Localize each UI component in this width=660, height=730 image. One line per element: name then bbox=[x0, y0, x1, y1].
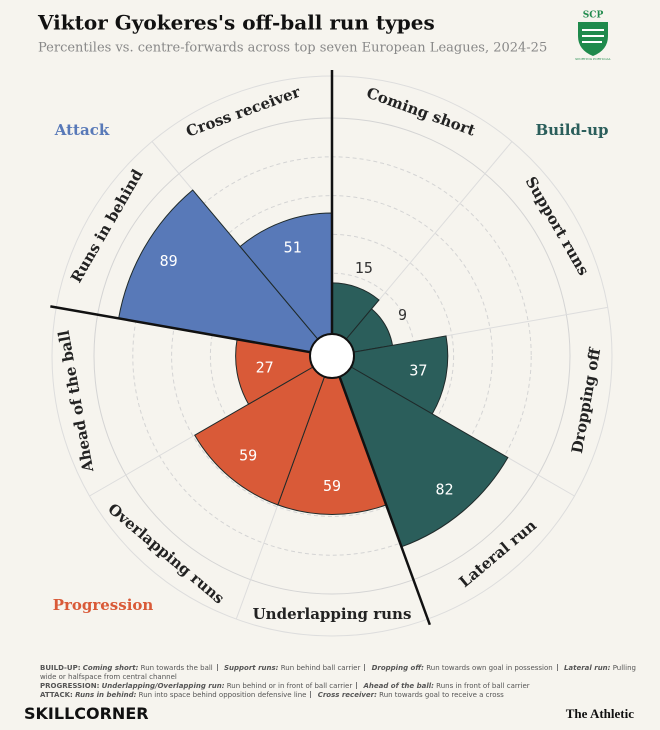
logo-text: SCP bbox=[583, 11, 604, 21]
chart-title: Viktor Gyokeres's off-ball run types bbox=[37, 11, 435, 35]
center-hole bbox=[309, 333, 355, 379]
value-label: 89 bbox=[160, 252, 178, 270]
desc: Pulling wide or halfspace from central c… bbox=[40, 664, 636, 681]
brand: SKILLCORNER bbox=[24, 704, 149, 723]
category-label: Underlapping runs bbox=[253, 605, 412, 623]
value-label: 59 bbox=[323, 477, 341, 495]
logo-shield bbox=[578, 22, 608, 56]
term: Coming short: bbox=[82, 664, 139, 672]
category-label: Overlapping runs bbox=[104, 500, 227, 608]
grid-circle bbox=[171, 195, 493, 517]
category-label: Coming short bbox=[364, 84, 478, 140]
sep bbox=[356, 682, 358, 689]
group-separator bbox=[338, 376, 431, 626]
desc: Run behind ball carrier bbox=[280, 664, 361, 672]
desc: Runs in front of ball carrier bbox=[436, 682, 530, 690]
chart-subtitle: Percentiles vs. centre-forwards across t… bbox=[38, 41, 547, 56]
sep bbox=[216, 664, 218, 671]
sep bbox=[556, 664, 558, 671]
term: Lateral run: bbox=[563, 664, 611, 672]
publisher: The Athletic bbox=[565, 706, 634, 721]
value-label: 37 bbox=[409, 362, 427, 380]
desc: Run behind or in front of ball carrier bbox=[226, 682, 353, 690]
grp: PROGRESSION: bbox=[40, 682, 100, 690]
footer-line: BUILD-UP: Coming short: Run towards the … bbox=[40, 664, 640, 682]
footer: BUILD-UP: Coming short: Run towards the … bbox=[40, 664, 640, 700]
desc: Run towards the ball bbox=[140, 664, 213, 672]
sep bbox=[364, 664, 366, 671]
category-label: Dropping off bbox=[568, 345, 605, 455]
category-label: Lateral run bbox=[456, 516, 540, 591]
value-label: 9 bbox=[398, 306, 407, 324]
term: Underlapping/Overlapping run: bbox=[101, 682, 225, 690]
logo-stripes bbox=[582, 29, 604, 43]
value-label: 15 bbox=[355, 259, 373, 277]
desc: Run into space behind opposition defensi… bbox=[138, 691, 307, 699]
category-label: Cross receiver bbox=[184, 82, 304, 140]
term: Support runs: bbox=[224, 664, 279, 672]
desc: Run towards own goal in possession bbox=[426, 664, 553, 672]
chart: Viktor Gyokeres's off-ball run types Per… bbox=[37, 11, 613, 637]
term: Dropping off: bbox=[371, 664, 424, 672]
footer-line: PROGRESSION: Underlapping/Overlapping ru… bbox=[40, 682, 640, 691]
grp: ATTACK: bbox=[40, 691, 73, 699]
desc: Run towards goal to receive a cross bbox=[379, 691, 504, 699]
term: Ahead of the ball: bbox=[363, 682, 434, 690]
grp: BUILD-UP: bbox=[40, 664, 81, 672]
term: Runs in behind: bbox=[75, 691, 137, 699]
logo: SCP SPORTING PORTUGAL bbox=[575, 11, 611, 62]
legend-label: Build-up bbox=[535, 121, 608, 139]
value-label: 27 bbox=[256, 358, 274, 376]
value-label: 59 bbox=[239, 446, 257, 464]
sep bbox=[310, 691, 312, 698]
logo-ring: SPORTING PORTUGAL bbox=[575, 57, 611, 61]
legend-label: Progression bbox=[53, 596, 154, 614]
category-label: Ahead of the ball bbox=[55, 329, 98, 475]
value-label: 51 bbox=[284, 238, 302, 256]
legend-label: Attack bbox=[54, 121, 110, 139]
group-separator bbox=[50, 305, 311, 354]
footer-line: ATTACK: Runs in behind: Run into space b… bbox=[40, 691, 640, 700]
value-label: 82 bbox=[436, 481, 454, 499]
term: Cross receiver: bbox=[317, 691, 377, 699]
